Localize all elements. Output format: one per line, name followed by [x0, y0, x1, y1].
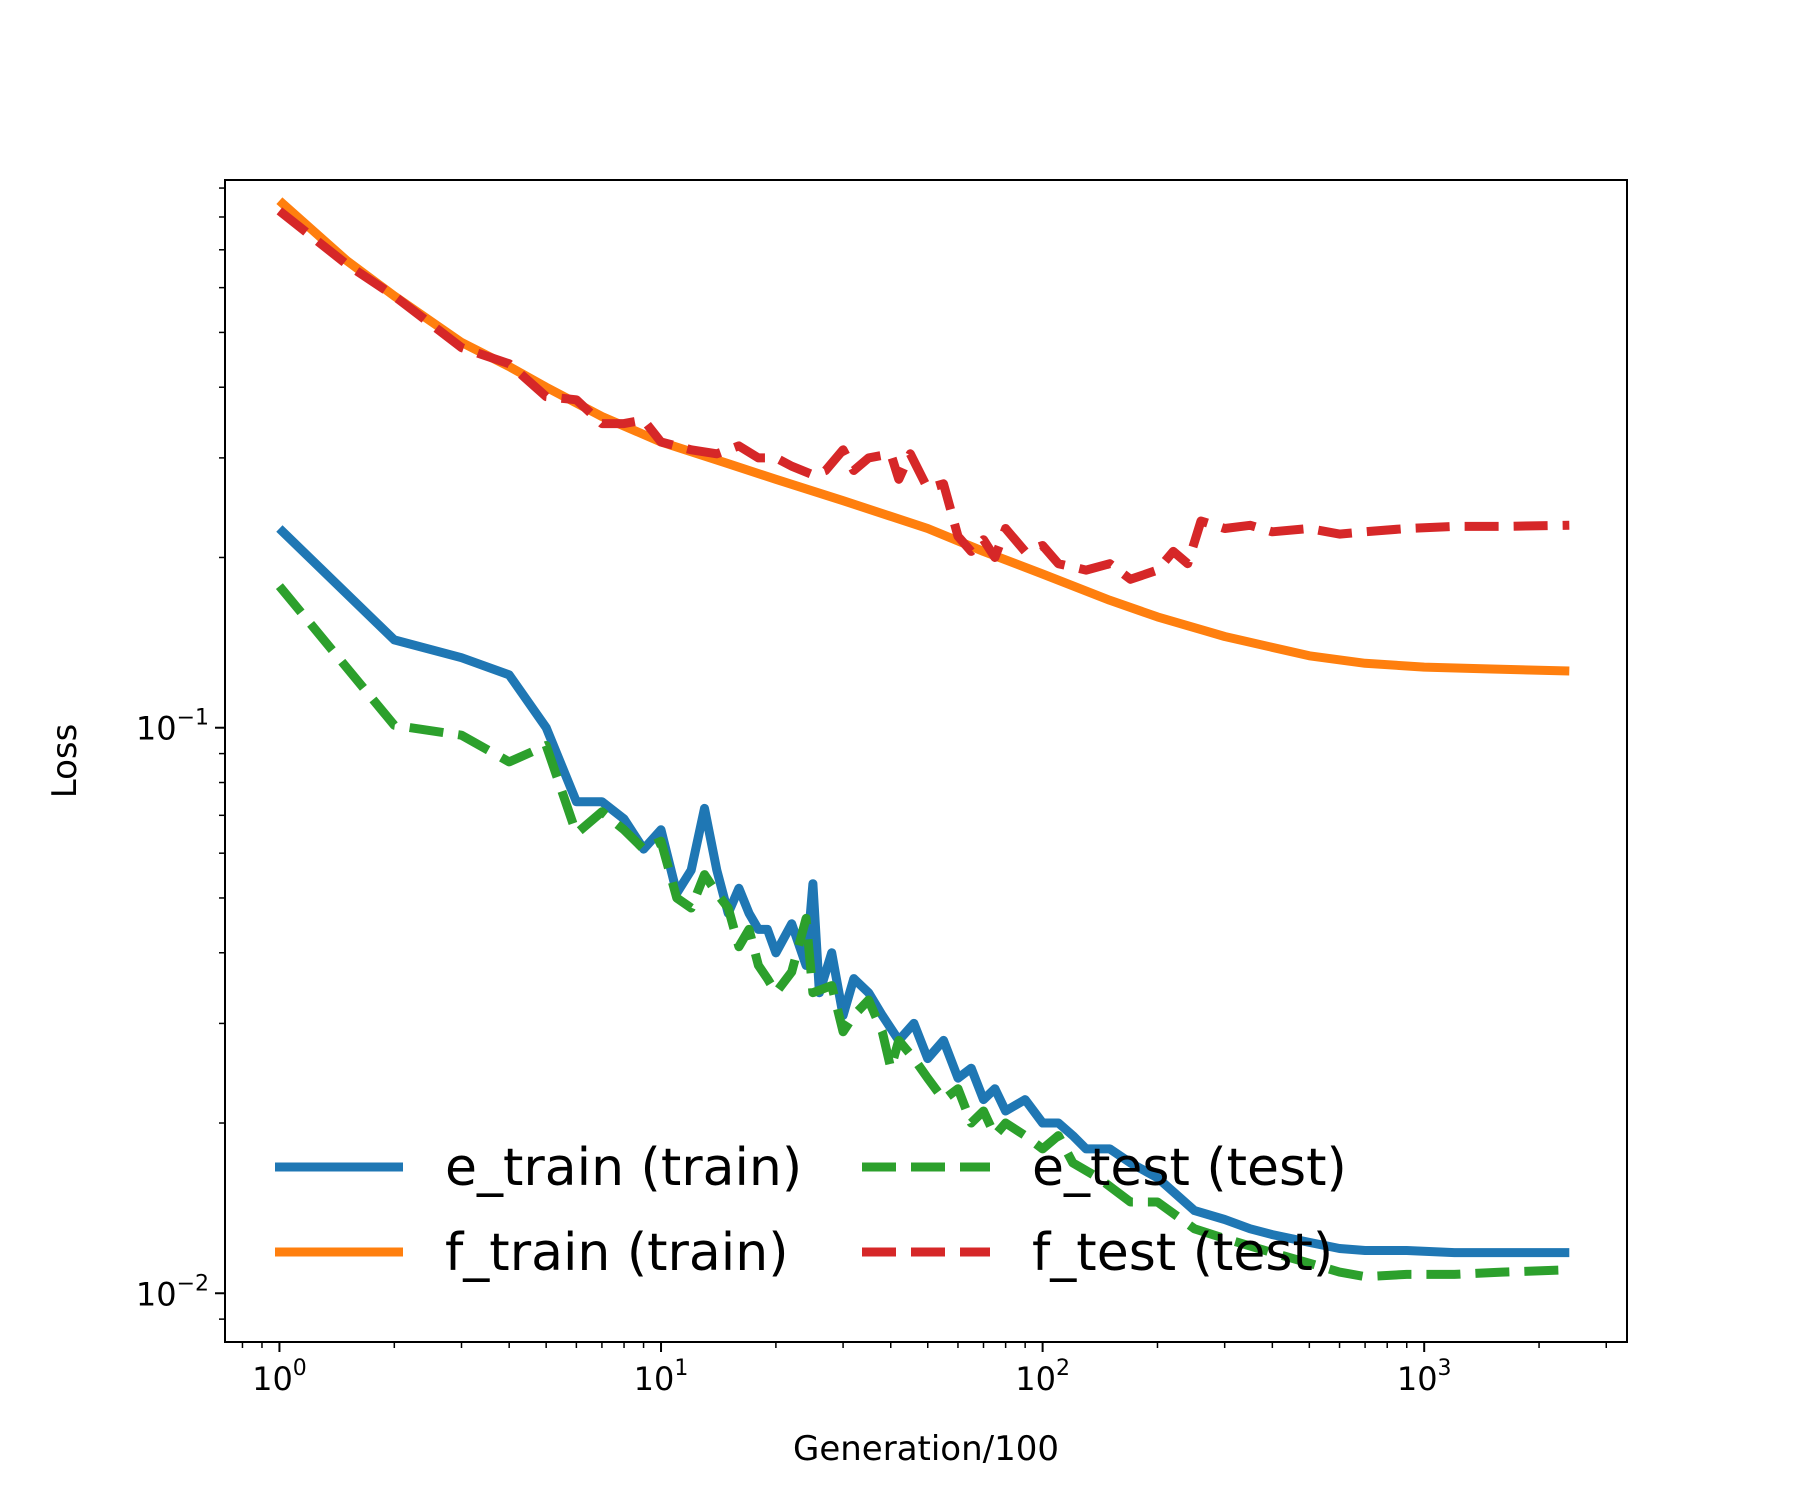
series-layer [275, 197, 1570, 1282]
x-tick-label: 102 [1015, 1356, 1070, 1398]
legend-item: f_train (train) [275, 1223, 788, 1283]
y-tick-label: 10−2 [136, 1271, 209, 1313]
legend-label: f_test (test) [1032, 1223, 1333, 1283]
legend-label: f_train (train) [445, 1223, 788, 1283]
x-tick-label: 100 [252, 1356, 307, 1398]
legend-label: e_test (test) [1032, 1138, 1347, 1198]
legend-item: e_test (test) [862, 1138, 1347, 1198]
series-line-e-test [275, 583, 1570, 1282]
y-tick-label: 10−1 [136, 706, 209, 748]
legend-label: e_train (train) [445, 1138, 802, 1198]
y-axis-label: Loss [45, 724, 85, 799]
x-tick-label: 103 [1397, 1356, 1452, 1398]
plot-frame [224, 179, 1628, 1343]
series-line-f-test [276, 207, 1570, 584]
legend-item: f_test (test) [862, 1223, 1333, 1283]
ticks-layer: 100 101 102 103 10−1 10−2 [136, 187, 1608, 1398]
x-axis-label: Generation/100 [793, 1429, 1059, 1469]
legend: e_train (train) f_train (train) e_test (te… [275, 1138, 1347, 1283]
x-tick-label: 101 [634, 1356, 689, 1398]
legend-item: e_train (train) [275, 1138, 802, 1198]
